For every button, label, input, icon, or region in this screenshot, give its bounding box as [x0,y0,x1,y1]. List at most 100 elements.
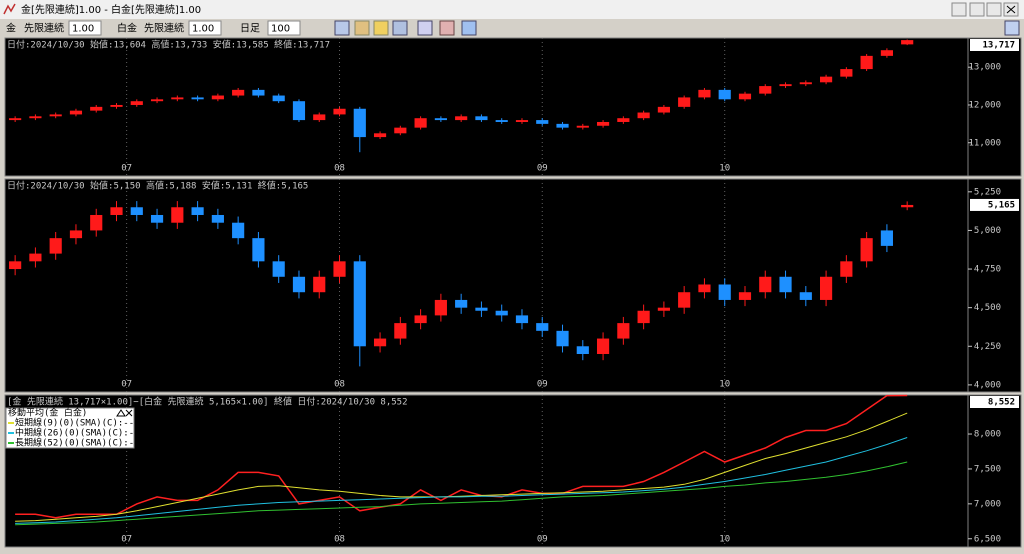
candle-body [637,310,650,324]
panel-info: 日付:2024/10/30 始値:5,150 高値:5,188 安値:5,131… [7,180,308,192]
candle-body [840,261,853,277]
panel-info: 日付:2024/10/30 始値:13,604 高値:13,733 安値:13,… [7,39,330,51]
candle-body [171,97,184,100]
tool-button[interactable] [1004,20,1020,36]
title-bar-bg [0,0,1024,19]
y-tick-label: 11,000 [968,138,1001,148]
candle-body [880,230,893,246]
candle-body [596,121,610,126]
chart-panel: 07 08 09 10 6,500 7,000 7,500 8,000 移動平均(金 白金)短期… [4,394,1022,548]
candle-body [678,97,691,107]
candle-body [49,114,62,117]
candle-body [49,238,62,254]
x-tick-label: 08 [334,535,345,545]
y-tick-label: 4,500 [974,303,1001,313]
minimize-button[interactable] [969,2,985,17]
candle-body [29,253,42,262]
panel-info: [金 先限連続 13,717×1.00]−[白金 先限連続 5,165×1.00… [7,396,408,408]
candle-body [110,207,123,215]
candle-body [820,276,833,300]
restore-button[interactable] [951,2,967,17]
candle-body [657,106,670,113]
x-tick-label: 07 [121,164,132,174]
series-line [15,461,908,526]
candle-body [292,101,306,121]
y-tick-label: 4,250 [974,342,1001,352]
tool-button[interactable] [354,20,370,36]
tool-button[interactable] [392,20,408,36]
candle-body [252,238,265,262]
x-tick-label: 10 [719,380,730,390]
candle-body [434,118,447,121]
y-tick-label: 5,000 [974,226,1001,236]
candle-body [455,299,468,308]
candle-body [536,323,549,331]
candle-body [434,299,447,316]
candle-body [313,114,326,121]
x-tick-label: 07 [121,535,132,545]
legend-label: 短期線(9)(0)(SMA)(C):---- [15,417,145,429]
candle-body [69,230,83,239]
legend-label: 中期線(26)(0)(SMA)(C):---- [15,427,150,439]
candle-body [880,50,893,56]
x-tick-label: 09 [537,535,548,545]
candle-body [495,310,508,316]
plot-area [4,394,969,548]
value-axis [967,394,1022,548]
x-tick-label: 08 [334,164,345,174]
candle-body [596,338,610,355]
candle-body [475,116,488,121]
maximize-button[interactable] [986,2,1002,17]
app-icon [3,3,16,15]
candle-body [576,346,589,355]
close-icon [1006,5,1016,14]
candle-body [171,207,184,223]
candle-body [617,323,630,339]
candle-body [90,106,103,111]
x-tick-label: 09 [537,164,548,174]
x-tick-label: 10 [719,164,730,174]
candle-body [373,133,387,138]
x-tick-label: 08 [334,380,345,390]
candle-body [333,261,346,277]
toolbar: 金先限連続 1.00 白金 先限連続 1.00 日足 100 [0,19,1024,38]
candle-body [394,323,407,339]
input-box[interactable] [188,20,222,36]
candle-body [759,86,772,94]
candle-body [840,69,853,77]
candle-body [515,315,529,324]
tool-button[interactable] [334,20,350,36]
candle-body [536,120,549,124]
candle-body [211,214,224,223]
candle-body [414,315,427,324]
legend-controls [116,409,133,417]
candle-body [292,276,306,293]
toolbar-label: 100 [271,24,290,35]
candle-body [495,120,508,122]
x-tick-label: 09 [537,380,548,390]
y-tick-label: 7,500 [974,464,1001,474]
candle-body [718,284,731,300]
toolbar-label: 日足 [240,23,260,35]
candle-body [191,97,204,100]
last-value-label: 8,552 [988,398,1015,408]
candle-body [90,214,103,231]
candle-body [252,89,265,96]
input-box[interactable] [68,20,102,36]
y-tick-label: 4,750 [974,265,1001,275]
tool-button[interactable] [461,20,477,36]
candle-body [333,108,346,115]
tool-button[interactable] [373,20,389,36]
candle-body [718,89,731,100]
candle-body [657,307,670,311]
toolbar-label: 先限連続 [24,22,64,35]
legend-box [5,407,135,449]
tool-button[interactable] [417,20,433,36]
candle-body [860,238,873,262]
last-value-label: 13,717 [982,41,1015,51]
x-tick-label: 07 [121,380,132,390]
input-box[interactable] [267,20,301,36]
candle-body [455,116,468,121]
tool-button[interactable] [439,20,455,36]
